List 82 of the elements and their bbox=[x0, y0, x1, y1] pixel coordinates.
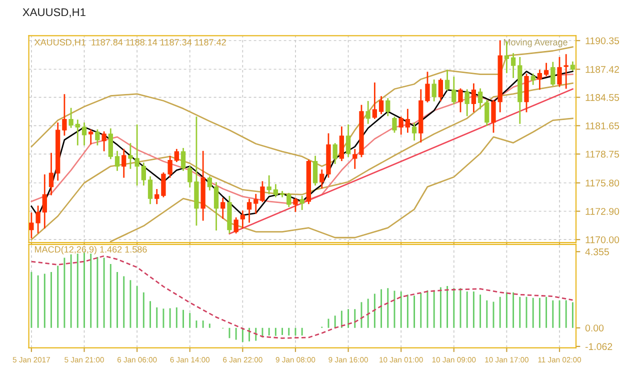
candlestick bbox=[352, 148, 358, 169]
candlestick bbox=[141, 162, 146, 186]
candlestick bbox=[148, 176, 153, 204]
candlestick bbox=[42, 174, 47, 229]
candlestick bbox=[102, 131, 106, 152]
candlestick bbox=[392, 116, 397, 133]
candlestick bbox=[174, 148, 179, 162]
candlestick bbox=[432, 80, 436, 102]
candlestick bbox=[273, 184, 278, 198]
candlestick bbox=[484, 100, 490, 126]
candlestick bbox=[122, 148, 126, 178]
candlestick bbox=[88, 129, 94, 144]
candlestick bbox=[75, 120, 80, 146]
candlestick bbox=[378, 96, 384, 114]
y-tick-label: 1184.55 bbox=[586, 94, 620, 101]
candlestick bbox=[471, 83, 476, 112]
candlestick bbox=[339, 126, 344, 162]
candlestick bbox=[366, 101, 370, 124]
candlestick bbox=[405, 108, 410, 133]
y-tick-label: 1172.90 bbox=[586, 208, 620, 215]
candlestick bbox=[425, 72, 430, 102]
candlestick bbox=[544, 62, 549, 76]
candlestick bbox=[386, 98, 390, 116]
candlestick bbox=[214, 182, 219, 231]
candlestick bbox=[412, 122, 417, 141]
candlestick bbox=[260, 181, 265, 202]
candlestick bbox=[372, 82, 378, 120]
candlestick bbox=[444, 70, 450, 91]
candlestick bbox=[320, 169, 324, 188]
candlestick bbox=[82, 122, 87, 146]
chart-title: XAUUSD,H1 bbox=[22, 8, 86, 18]
candlestick bbox=[332, 143, 338, 164]
candlestick bbox=[254, 194, 258, 214]
candlestick bbox=[530, 74, 536, 85]
line-series bbox=[110, 118, 574, 242]
y-tick-label: 4.355 bbox=[585, 248, 609, 256]
candlestick bbox=[458, 88, 463, 112]
candlestick bbox=[438, 78, 444, 102]
candlestick bbox=[280, 190, 285, 198]
candlestick bbox=[293, 198, 298, 212]
candlestick bbox=[180, 148, 186, 171]
candlestick bbox=[68, 108, 74, 128]
candlestick bbox=[108, 128, 113, 160]
candlestick bbox=[234, 217, 238, 234]
candlestick bbox=[246, 198, 252, 223]
y-tick-label: 1170.00 bbox=[586, 236, 620, 244]
y-tick-label: 1190.35 bbox=[586, 37, 620, 44]
candlestick bbox=[62, 94, 67, 136]
line-series bbox=[30, 255, 574, 339]
y-tick-label: 0.00 bbox=[585, 324, 604, 332]
candlestick bbox=[114, 150, 120, 171]
y-tick-label: 1181.65 bbox=[586, 122, 620, 130]
y-tick-label: -1.062 bbox=[585, 343, 612, 350]
line-series bbox=[30, 46, 574, 167]
candlestick bbox=[537, 70, 542, 90]
line-series bbox=[30, 82, 574, 240]
candlestick bbox=[464, 89, 470, 116]
candlestick bbox=[557, 57, 562, 87]
candlestick bbox=[564, 54, 568, 89]
candlestick bbox=[286, 192, 292, 208]
candlestick bbox=[207, 176, 212, 190]
chart-subtitle: MACD(12,26,9) 1.462 1.586 bbox=[35, 246, 147, 254]
y-tick-label: 1178.75 bbox=[586, 150, 620, 158]
y-tick-label: 1187.42 bbox=[586, 66, 619, 73]
chart-subtitle: XAUUSD,H1 1187.84 1188.14 1187.34 1187.42 bbox=[34, 39, 226, 47]
candlestick bbox=[266, 175, 272, 194]
candlestick bbox=[491, 100, 496, 133]
candlestick bbox=[188, 166, 192, 188]
candlestick bbox=[240, 210, 245, 229]
candlestick bbox=[452, 76, 456, 104]
candlestick bbox=[550, 62, 556, 86]
candlestick bbox=[220, 198, 226, 219]
candlestick bbox=[95, 129, 100, 146]
y-tick-label: 1175.80 bbox=[586, 180, 620, 186]
candlestick bbox=[312, 156, 318, 186]
candlestick bbox=[398, 116, 404, 135]
candlestick bbox=[478, 88, 483, 110]
candlestick bbox=[154, 189, 160, 204]
candlestick bbox=[510, 53, 516, 78]
candlestick bbox=[346, 124, 351, 158]
candlestick bbox=[48, 152, 54, 196]
candlestick bbox=[300, 196, 304, 210]
